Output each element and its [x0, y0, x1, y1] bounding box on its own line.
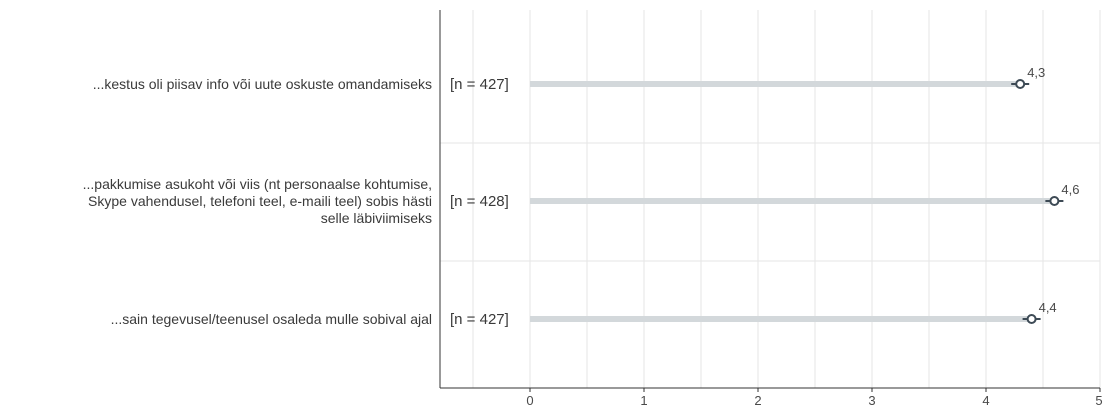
value-bar	[530, 81, 1021, 87]
x-tick-label: 3	[868, 393, 875, 408]
value-marker	[1015, 79, 1026, 89]
axes: 0 1 2 3 4 5	[439, 10, 1103, 408]
n-count-label: [n = 427]	[450, 76, 509, 93]
bars	[530, 79, 1064, 324]
x-tick-label: 2	[754, 393, 761, 408]
value-bar	[530, 198, 1055, 204]
value-marker	[1049, 196, 1060, 206]
x-tick-label: 0	[526, 393, 533, 408]
category-label: ...sain tegevusel/teenusel osaleda mulle…	[111, 311, 432, 327]
category-label: ...pakkumise asukoht või viis (nt person…	[83, 176, 432, 226]
value-bar	[530, 316, 1032, 322]
value-label: 4,3	[1027, 65, 1045, 80]
value-label: 4,6	[1061, 182, 1079, 197]
n-count-label: [n = 428]	[450, 193, 509, 210]
x-tick-label: 1	[640, 393, 647, 408]
n-count-label: [n = 427]	[450, 311, 509, 328]
x-tick-label: 4	[982, 393, 989, 408]
value-marker	[1026, 314, 1037, 324]
value-label: 4,4	[1039, 300, 1057, 315]
labels: ...kestus oli piisav info või uute oskus…	[83, 65, 1080, 328]
x-tick-label: 5	[1095, 393, 1102, 408]
category-label: ...kestus oli piisav info või uute oskus…	[93, 76, 432, 92]
